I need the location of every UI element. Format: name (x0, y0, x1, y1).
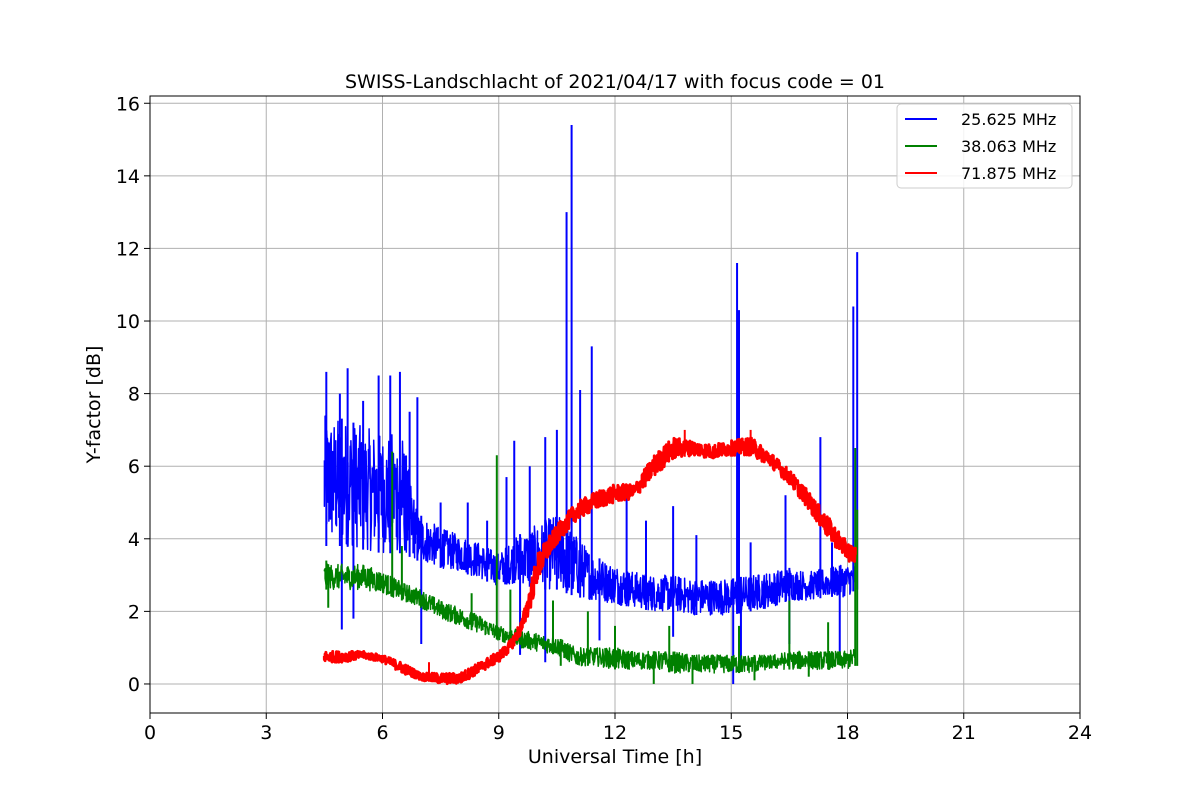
series-line (322, 436, 857, 686)
chart-title: SWISS-Landschlacht of 2021/04/17 with fo… (345, 71, 885, 93)
legend-box (896, 103, 1073, 189)
y-tick-label: 12 (116, 238, 140, 260)
x-axis-label: Universal Time [h] (528, 746, 702, 768)
x-tick-label: 0 (144, 722, 156, 744)
y-axis-label: Y-factor [dB] (83, 346, 105, 465)
series-2 (323, 448, 859, 684)
legend-label: 38.063 MHz (961, 137, 1056, 156)
series-line (323, 415, 857, 616)
series-3 (322, 429, 857, 686)
series-1 (323, 125, 859, 684)
legend-label: 71.875 MHz (961, 164, 1056, 183)
x-tick-label: 15 (719, 722, 743, 744)
y-tick-label: 4 (128, 529, 140, 551)
y-tick-label: 2 (128, 601, 140, 623)
series-line (323, 563, 857, 674)
y-tick-label: 14 (116, 166, 140, 188)
y-tick-label: 10 (116, 311, 140, 333)
y-tick-label: 16 (116, 93, 140, 115)
y-tick-label: 8 (128, 384, 140, 406)
legend: 25.625 MHz 38.063 MHz 71.875 MHz (896, 103, 1073, 189)
x-tick-label: 6 (376, 722, 388, 744)
x-tick-label: 3 (260, 722, 272, 744)
y-tick-label: 6 (128, 456, 140, 478)
y-tick-label: 0 (128, 674, 140, 696)
x-tick-label: 18 (835, 722, 859, 744)
legend-label: 25.625 MHz (961, 110, 1056, 129)
plot-series (322, 125, 859, 686)
x-tick-label: 21 (952, 722, 976, 744)
x-tick-label: 9 (493, 722, 505, 744)
x-tick-label: 24 (1068, 722, 1092, 744)
x-tick-label: 12 (603, 722, 627, 744)
